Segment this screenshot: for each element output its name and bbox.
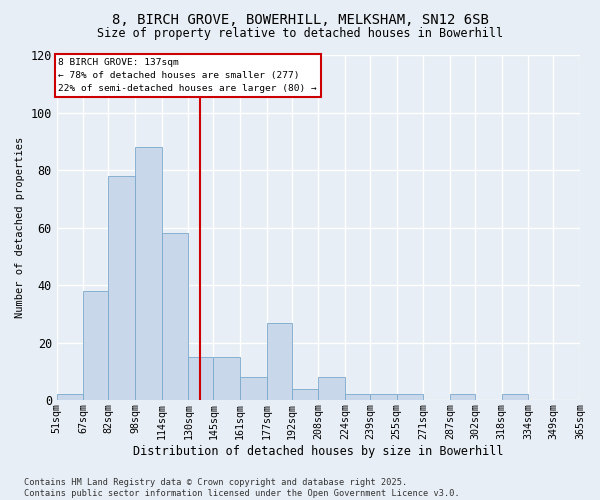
Bar: [502, 394, 529, 400]
Bar: [135, 147, 162, 400]
Bar: [214, 357, 240, 400]
Bar: [292, 388, 319, 400]
Bar: [345, 394, 370, 400]
Bar: [83, 291, 109, 400]
Bar: [188, 357, 214, 400]
Bar: [319, 377, 345, 400]
Text: Size of property relative to detached houses in Bowerhill: Size of property relative to detached ho…: [97, 28, 503, 40]
Text: Contains HM Land Registry data © Crown copyright and database right 2025.
Contai: Contains HM Land Registry data © Crown c…: [24, 478, 460, 498]
Bar: [450, 394, 475, 400]
Bar: [240, 377, 267, 400]
Bar: [109, 176, 135, 400]
Bar: [267, 322, 292, 400]
Bar: [580, 394, 600, 400]
Y-axis label: Number of detached properties: Number of detached properties: [15, 137, 25, 318]
Text: 8, BIRCH GROVE, BOWERHILL, MELKSHAM, SN12 6SB: 8, BIRCH GROVE, BOWERHILL, MELKSHAM, SN1…: [112, 12, 488, 26]
X-axis label: Distribution of detached houses by size in Bowerhill: Distribution of detached houses by size …: [133, 444, 503, 458]
Text: 8 BIRCH GROVE: 137sqm
← 78% of detached houses are smaller (277)
22% of semi-det: 8 BIRCH GROVE: 137sqm ← 78% of detached …: [58, 58, 317, 94]
Bar: [370, 394, 397, 400]
Bar: [162, 234, 188, 400]
Bar: [397, 394, 424, 400]
Bar: [57, 394, 83, 400]
